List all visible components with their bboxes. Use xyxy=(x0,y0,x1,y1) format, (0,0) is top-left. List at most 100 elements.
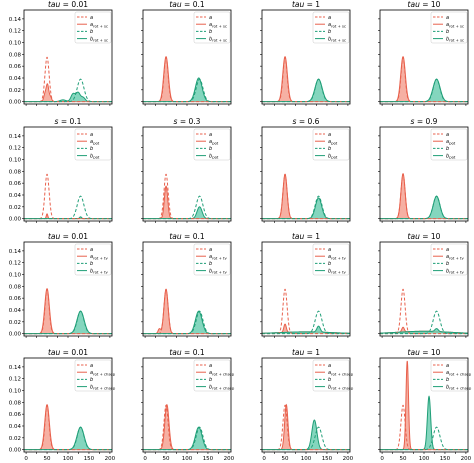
legend-label-2: arot + sc xyxy=(328,22,346,28)
legend-label-2: arot + tv xyxy=(328,254,346,260)
series-a-transformed-line xyxy=(24,404,112,451)
subplot-title-val: = 10 xyxy=(420,0,441,9)
y-tick-label: 0.06 xyxy=(9,64,22,70)
subplot-title: tau = 0.01 xyxy=(48,0,88,9)
legend-box xyxy=(193,11,231,44)
subplot-title-val: = 1 xyxy=(304,0,320,9)
y-tick-label: 0.12 xyxy=(9,377,21,383)
legend-label-sub: pot xyxy=(331,140,338,145)
legend-label-base: a xyxy=(90,370,93,376)
legend-label-1: a xyxy=(446,132,449,138)
subplot-title: tau = 0.1 xyxy=(169,0,205,9)
series-a-reference xyxy=(143,404,231,451)
series-b-transformed-line xyxy=(143,77,231,103)
series-b-transformed-fill xyxy=(143,311,231,334)
legend-label-base: b xyxy=(209,29,212,35)
legend-box xyxy=(193,359,231,392)
series-a-reference xyxy=(262,404,350,451)
series-b-transformed-fill xyxy=(380,396,468,450)
legend-label-1: a xyxy=(90,132,93,138)
series-a-transformed-line xyxy=(380,56,468,103)
subplot-3-1: 0.00 0.02 0.04 0.06 0.08 0.10 0.12 0.14 tau = 0.… xyxy=(9,232,113,338)
legend-label-sub: pot xyxy=(93,155,100,160)
legend-label-base: a xyxy=(446,139,449,145)
x-tick-label: 50 xyxy=(44,456,51,462)
series-b-transformed-line xyxy=(380,78,468,103)
series-b-reference xyxy=(143,426,231,451)
plot-area xyxy=(143,173,231,220)
series-b-transformed-fill xyxy=(380,196,468,219)
subplot-title: tau = 1 xyxy=(292,0,320,9)
subplot-title: s = 0.6 xyxy=(293,117,320,126)
legend-label-base: a xyxy=(209,254,212,260)
legend-box xyxy=(312,243,350,276)
legend-label-base: a xyxy=(209,15,212,21)
subplot-title-var: s xyxy=(411,117,415,126)
legend-label-sub: pot xyxy=(449,140,456,145)
series-a-transformed-line xyxy=(24,213,112,220)
series-b-transformed-fill xyxy=(24,427,112,450)
series-b-transformed-line xyxy=(24,310,112,335)
legend-label-4: brot + chsep xyxy=(209,384,235,390)
y-tick-label: 0.12 xyxy=(9,261,21,267)
legend-label-base: b xyxy=(328,153,331,159)
y-tick-label: 0.04 xyxy=(9,308,22,314)
legend-label-base: b xyxy=(328,377,331,383)
subplot-title-var: s xyxy=(174,117,178,126)
legend-label-4: bpot xyxy=(90,153,100,159)
subplot-title-var: tau xyxy=(169,0,182,9)
y-tick-label: 0.00 xyxy=(9,100,22,106)
legend-label-base: b xyxy=(209,384,212,390)
legend-label-sub: rot + sc xyxy=(93,23,108,28)
subplot-title-var: tau xyxy=(292,232,305,241)
legend-label-base: a xyxy=(90,132,93,138)
series-b-reference xyxy=(380,78,468,103)
y-tick-label: 0.02 xyxy=(9,88,21,94)
series-b-reference xyxy=(262,426,350,451)
series-a-transformed-line xyxy=(24,83,112,103)
subplot-title-val: = 1 xyxy=(304,232,320,241)
legend-label-2: arot + chsep xyxy=(90,370,116,376)
series-b-reference xyxy=(380,195,468,220)
series-b-reference xyxy=(380,310,468,335)
series-a-reference xyxy=(24,56,112,103)
subplot-title-val: = 0.01 xyxy=(60,348,88,357)
legend-label-base: a xyxy=(209,370,212,376)
legend-label-base: b xyxy=(90,29,93,35)
legend-label-base: a xyxy=(446,247,449,253)
subplot-title-var: s xyxy=(55,117,59,126)
series-a-transformed-line xyxy=(262,403,350,451)
legend-label-1: a xyxy=(90,15,93,21)
series-a-transformed-fill xyxy=(24,213,112,219)
legend-label-base: a xyxy=(90,15,93,21)
series-b-transformed-line xyxy=(143,206,231,220)
y-tick-label: 0.04 xyxy=(9,76,22,82)
legend-label-2: apot xyxy=(90,139,100,145)
legend-label-base: b xyxy=(446,268,449,274)
subplot-title-var: tau xyxy=(408,348,421,357)
series-a-transformed-fill xyxy=(262,174,350,219)
legend-label-base: a xyxy=(328,254,331,260)
y-tick-label: 0.14 xyxy=(9,249,22,255)
x-tick-label: 0 xyxy=(380,456,384,462)
x-tick-label: 200 xyxy=(224,456,235,462)
x-tick-label: 150 xyxy=(322,456,333,462)
legend-label-base: b xyxy=(328,29,331,35)
y-tick-label: 0.08 xyxy=(9,169,22,175)
legend-box xyxy=(312,11,350,44)
legend-box xyxy=(312,359,350,392)
x-tick-label: 200 xyxy=(105,456,116,462)
x-tick-label: 50 xyxy=(282,456,289,462)
subplot-title-var: tau xyxy=(48,348,61,357)
legend-label-4: brot + tv xyxy=(446,268,465,274)
subplot-title: tau = 0.1 xyxy=(169,348,205,357)
legend-label-base: a xyxy=(328,132,331,138)
